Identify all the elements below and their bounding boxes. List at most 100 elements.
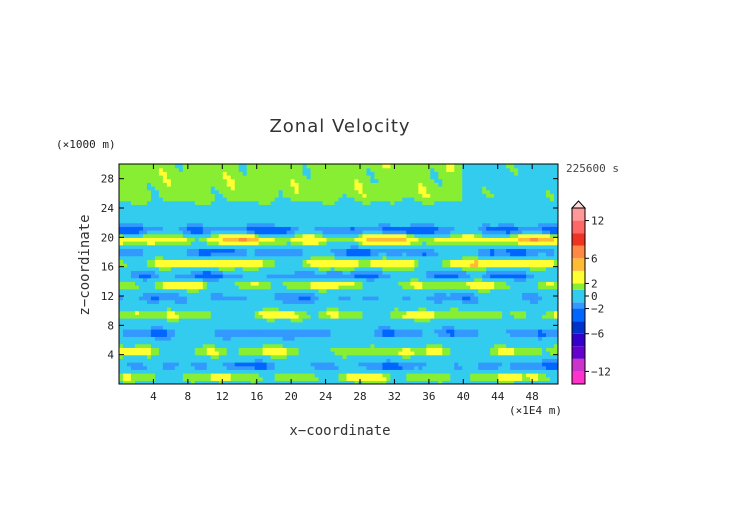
- field-cell-808: [270, 354, 276, 359]
- field-cell-2895: [258, 285, 264, 290]
- field-cell-4151: [442, 244, 447, 249]
- field-cell-1770: [158, 321, 164, 326]
- field-cell-924: [294, 351, 300, 356]
- field-cell-187: [426, 376, 431, 381]
- field-cell-203: [490, 376, 495, 381]
- field-cell-1490: [358, 332, 364, 337]
- field-cell-888: [150, 351, 156, 356]
- field-cell-1985: [138, 314, 144, 319]
- field-cell-1871: [122, 318, 128, 323]
- field-cell-1307: [506, 340, 511, 345]
- field-cell-3565: [298, 263, 304, 268]
- field-cell-1543: [130, 329, 136, 334]
- field-cell-1183: [450, 343, 455, 348]
- field-cell-1521: [482, 332, 487, 337]
- field-cell-4427: [226, 233, 232, 238]
- field-cell-3721: [482, 259, 487, 264]
- field-cell-4422: [206, 233, 212, 238]
- field-cell-1926: [342, 318, 348, 323]
- field-cell-1761: [122, 321, 128, 326]
- field-cell-3093: [170, 277, 176, 282]
- field-cell-3237: [306, 274, 312, 279]
- field-cell-1751: [522, 325, 527, 330]
- field-cell-4758: [230, 222, 236, 227]
- field-cell-3133: [330, 277, 336, 282]
- field-cell-1544: [134, 329, 140, 334]
- field-cell-86: [462, 380, 467, 384]
- field-cell-2745: [538, 292, 543, 297]
- field-cell-3017: [306, 281, 312, 286]
- field-cell-1219: [154, 340, 160, 345]
- field-cell-3887: [266, 252, 272, 257]
- field-cell-100: [518, 380, 523, 384]
- field-cell-1563: [210, 329, 216, 334]
- field-cell-4046: [462, 248, 467, 253]
- field-cell-4055: [498, 248, 503, 253]
- field-cell-2307: [546, 307, 551, 312]
- field-cell-4095: [218, 244, 224, 249]
- field-cell-1032: [286, 347, 292, 352]
- field-cell-2631: [522, 296, 527, 301]
- field-cell-2065: [458, 314, 463, 319]
- field-cell-452: [166, 365, 172, 370]
- field-cell-1855: [498, 321, 503, 326]
- field-cell-4042: [446, 248, 451, 253]
- field-cell-1576: [262, 329, 268, 334]
- field-cell-3888: [270, 252, 276, 257]
- field-cell-841: [402, 354, 407, 359]
- field-cell-765: [538, 358, 543, 363]
- field-cell-2262: [366, 307, 372, 312]
- field-cell-3357: [346, 270, 352, 275]
- field-cell-4791: [362, 222, 368, 227]
- field-cell-472: [246, 365, 252, 370]
- field-cell-2147: [346, 310, 352, 315]
- field-cell-2216: [182, 307, 188, 312]
- field-cell-1841: [442, 321, 447, 326]
- field-cell-2384: [414, 303, 419, 308]
- field-cell-2375: [378, 303, 383, 308]
- field-cell-3830: [478, 255, 483, 260]
- field-cell-2909: [314, 285, 320, 290]
- field-cell-4417: [186, 233, 192, 238]
- field-cell-759: [514, 358, 519, 363]
- field-cell-321: [522, 373, 527, 378]
- field-cell-1326: [142, 336, 148, 341]
- field-cell-4149: [434, 244, 439, 249]
- field-cell-2710: [398, 292, 403, 297]
- field-cell-1607: [386, 329, 391, 334]
- field-cell-4505: [538, 233, 543, 238]
- field-cell-890: [158, 351, 164, 356]
- field-cell-2112: [206, 310, 212, 315]
- field-cell-2622: [486, 296, 491, 301]
- field-cell-373: [290, 369, 296, 374]
- field-cell-45: [298, 380, 304, 384]
- field-cell-474: [254, 365, 260, 370]
- field-cell-3912: [366, 252, 372, 257]
- field-cell-2608: [430, 296, 435, 301]
- field-cell-824: [334, 354, 340, 359]
- field-cell-1228: [190, 340, 196, 345]
- field-cell-4796: [382, 222, 387, 227]
- field-cell-4219: [274, 241, 280, 246]
- field-cell-4170: [518, 244, 523, 249]
- field-cell-2143: [330, 310, 336, 315]
- field-cell-2315: [138, 303, 144, 308]
- field-cell-4695: [418, 226, 423, 231]
- field-cell-3492: [446, 266, 451, 271]
- field-cell-371: [282, 369, 288, 374]
- field-cell-2105: [178, 310, 184, 315]
- field-cell-664: [134, 358, 140, 363]
- field-cell-4634: [174, 226, 180, 231]
- field-cell-4983: [250, 215, 256, 220]
- field-cell-3668: [270, 259, 276, 264]
- field-cell-1397: [426, 336, 431, 341]
- field-cell-2293: [490, 307, 495, 312]
- field-cell-2401: [482, 303, 487, 308]
- field-cell-1043: [330, 347, 336, 352]
- field-cell-2621: [482, 296, 487, 301]
- field-cell-3735: [538, 259, 543, 264]
- field-cell-4936: [502, 219, 507, 224]
- field-cell-3207: [186, 274, 192, 279]
- field-cell-4175: [538, 244, 543, 249]
- field-cell-2159: [394, 310, 399, 315]
